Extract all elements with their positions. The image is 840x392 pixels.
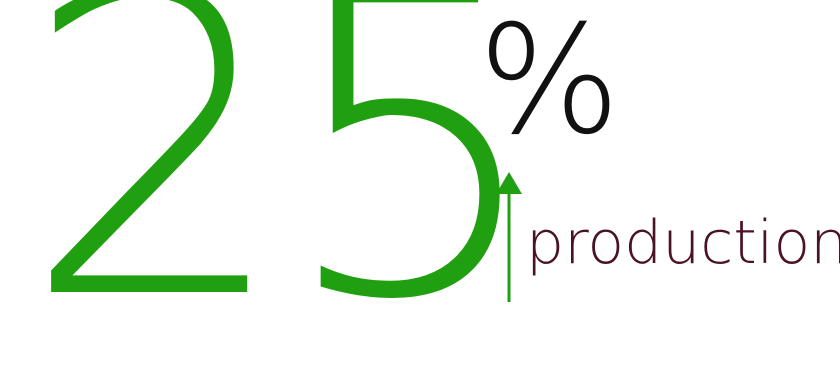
stat-value: 25	[22, 0, 546, 392]
stat-label: production	[526, 208, 840, 278]
stat-block: 25 % production	[22, 0, 840, 358]
stat-unit: %	[478, 0, 621, 168]
arrow-up-icon	[496, 172, 522, 302]
